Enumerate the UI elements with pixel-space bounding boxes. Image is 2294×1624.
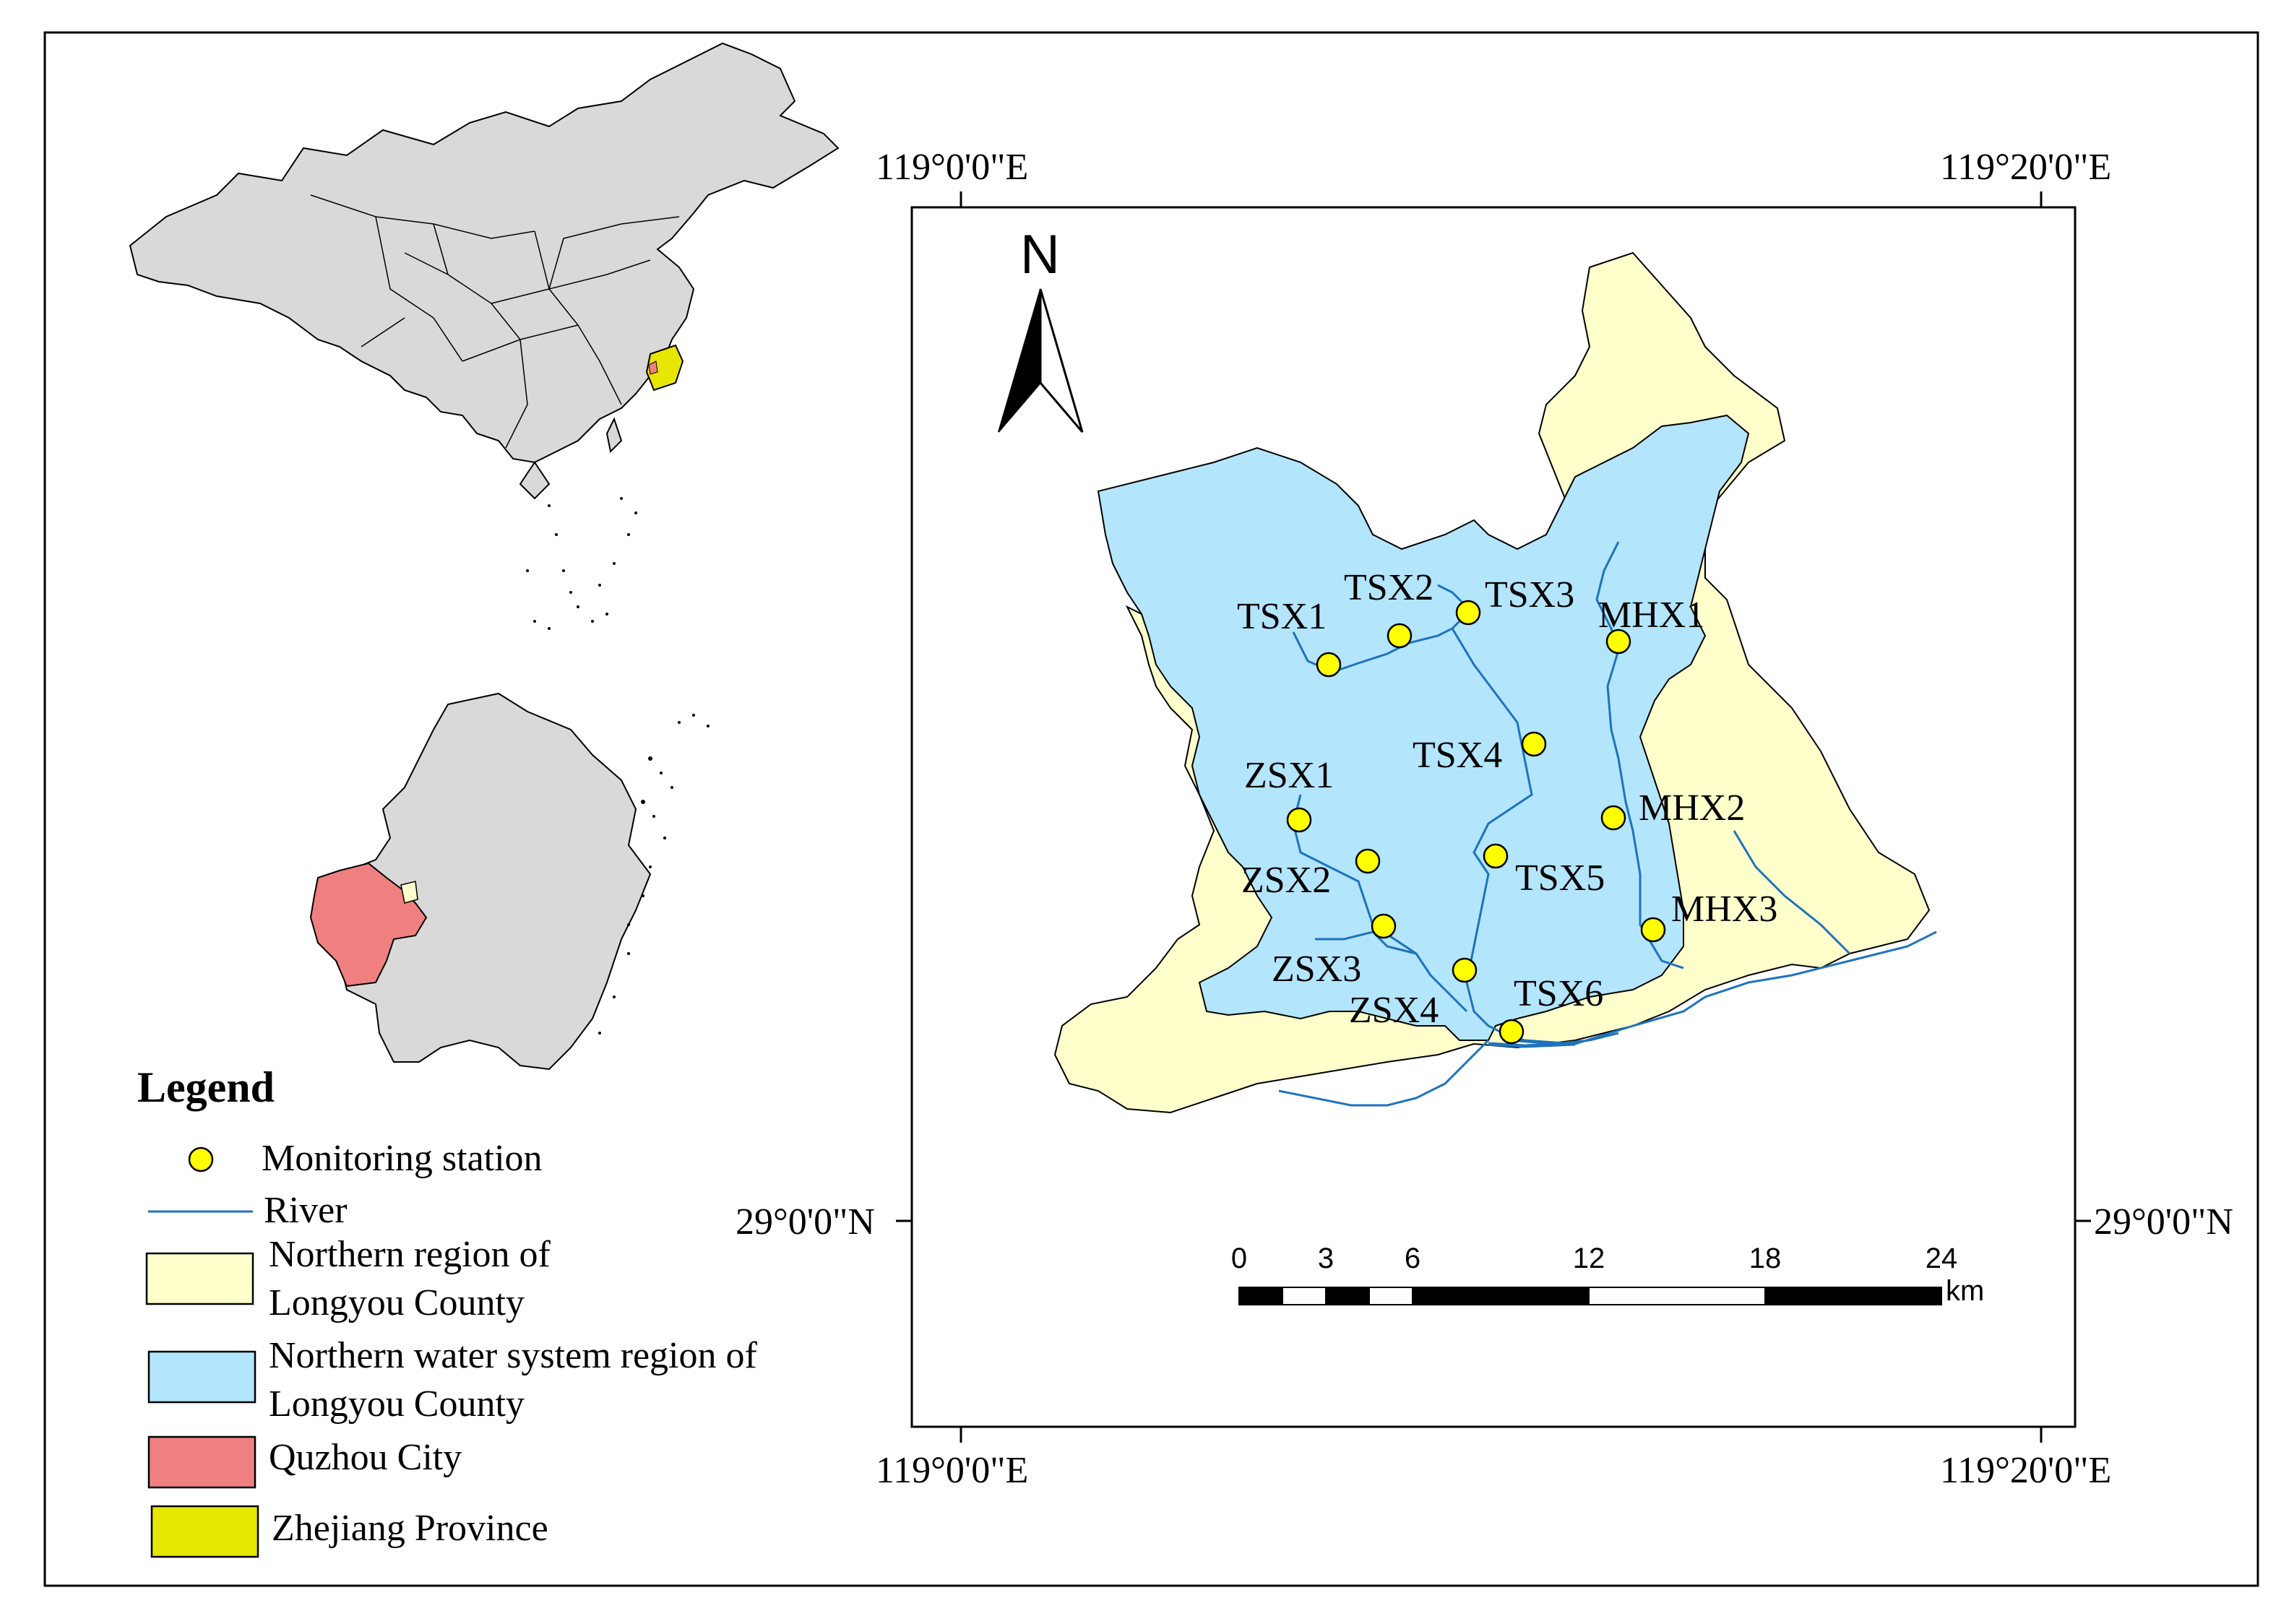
station-label: ZSX4 (1349, 990, 1439, 1031)
legend-water-system-label-1: Northern water system region of (269, 1335, 757, 1376)
scale-segment (1326, 1287, 1369, 1305)
water-system-area (1097, 414, 1750, 1041)
scale-segment (1588, 1287, 1766, 1305)
station-marker (1521, 731, 1547, 757)
station-marker (1483, 843, 1509, 869)
station-label: TSX4 (1413, 735, 1502, 776)
station-label: ZSX2 (1241, 860, 1331, 901)
station-mhx1: MHX1 (1598, 595, 1704, 655)
main-map: 119°0'0"E 119°20'0"E 119°0'0"E 119°20'0"… (736, 147, 2233, 1491)
scale-tick-label: 3 (1318, 1243, 1334, 1274)
station-tsx3: TSX3 (1455, 574, 1574, 626)
scale-tick-label: 12 (1573, 1243, 1605, 1274)
station-label: ZSX1 (1244, 755, 1334, 796)
legend-zhejiang-swatch (150, 1505, 259, 1558)
north-arrow-right-half (1039, 288, 1084, 433)
station-label: TSX3 (1485, 574, 1574, 616)
scale-tick-label: 0 (1231, 1243, 1247, 1274)
station-tsx5: TSX5 (1483, 843, 1605, 899)
china-outline (129, 42, 840, 464)
scale-unit: km (1946, 1275, 1984, 1307)
legend-northern-region-label-2: Longyou County (269, 1282, 525, 1323)
station-tsx6: TSX6 (1499, 973, 1603, 1045)
scale-outline (1238, 1287, 1942, 1305)
station-zsx3: ZSX3 (1272, 913, 1397, 990)
legend-station-label: Monitoring station (262, 1138, 543, 1179)
legend-water-system-label-2: Longyou County (269, 1383, 525, 1425)
station-marker (1355, 848, 1381, 874)
station-label: TSX6 (1514, 973, 1603, 1014)
legend-title: Legend (137, 1063, 275, 1111)
quzhou-city (309, 862, 428, 988)
scale-segment (1282, 1287, 1327, 1305)
coord-label-bottom-right: 119°20'0"E (1940, 1450, 2111, 1491)
scale-segment (1765, 1287, 1941, 1305)
station-zsx4: ZSX4 (1349, 957, 1478, 1031)
coord-label-top-right: 119°20'0"E (1940, 147, 2111, 188)
longyou-highlight (400, 881, 418, 904)
scale-tick-label: 18 (1749, 1243, 1782, 1274)
legend-quzhou-swatch (147, 1435, 256, 1489)
station-label: MHX1 (1598, 595, 1704, 636)
legend-river-label: River (264, 1190, 348, 1231)
quzhou-highlight-small (648, 360, 658, 375)
scale-bar: 0 3 6 12 18 24 km (1231, 1243, 1984, 1307)
legend-station-symbol (188, 1146, 214, 1172)
coord-label-top-left: 119°0'0"E (876, 147, 1028, 188)
station-label: TSX1 (1237, 596, 1327, 637)
station-marker (1316, 652, 1342, 678)
station-marker (1371, 913, 1397, 939)
monitoring-stations: TSX1 TSX2 TSX3 MHX1 TSX4 ZSX1 (1237, 567, 1777, 1045)
legend-northern-region-label-1: Northern region of (269, 1234, 551, 1275)
station-marker (1286, 807, 1312, 833)
station-label: TSX5 (1515, 858, 1605, 899)
station-tsx2: TSX2 (1344, 567, 1433, 649)
station-label: ZSX3 (1272, 949, 1361, 990)
station-marker (1499, 1019, 1525, 1045)
china-inset-map (129, 42, 840, 630)
station-label: MHX2 (1639, 787, 1745, 829)
hainan-island (519, 461, 551, 500)
coord-label-right-lat: 29°0'0"N (2094, 1201, 2233, 1243)
legend-water-system-swatch (147, 1350, 256, 1404)
station-zsx2: ZSX2 (1241, 848, 1381, 901)
coord-label-left-lat: 29°0'0"N (736, 1201, 875, 1243)
province-boundaries (310, 194, 680, 449)
station-label: MHX3 (1671, 889, 1777, 930)
station-mhx3: MHX3 (1640, 889, 1777, 943)
scale-segment (1413, 1287, 1589, 1305)
legend-northern-region-swatch (145, 1252, 254, 1305)
station-marker (1387, 623, 1413, 649)
legend-zhejiang-label: Zhejiang Province (272, 1508, 548, 1549)
main-river-mouth (1488, 1042, 1576, 1048)
north-arrow: N (998, 224, 1084, 433)
station-mhx2: MHX2 (1600, 787, 1745, 831)
station-tsx4: TSX4 (1413, 731, 1547, 776)
station-marker (1600, 805, 1626, 831)
legend-quzhou-label: Quzhou City (269, 1437, 462, 1478)
zhejiang-highlight (645, 344, 684, 392)
scale-segment (1239, 1287, 1282, 1305)
taiwan-island (605, 417, 623, 454)
coord-label-bottom-left: 119°0'0"E (876, 1450, 1028, 1491)
scale-tick-label: 6 (1405, 1243, 1420, 1274)
north-label: N (1020, 224, 1060, 285)
station-marker (1452, 957, 1478, 983)
coordinate-ticks (896, 191, 2091, 1443)
station-marker (1640, 917, 1666, 943)
scale-segment (1368, 1287, 1413, 1305)
station-marker (1605, 629, 1631, 655)
station-label: TSX2 (1344, 567, 1433, 608)
zhejiang-inset-map (309, 692, 710, 1071)
station-zsx1: ZSX1 (1244, 755, 1334, 833)
zhejiang-outline (317, 692, 652, 1071)
south-sea-islands (526, 497, 637, 630)
station-tsx1: TSX1 (1237, 596, 1342, 678)
outer-frame (43, 31, 2259, 1587)
zhejiang-islands (598, 714, 710, 1035)
scale-tick-label: 24 (1926, 1243, 1958, 1274)
legend: Legend Monitoring station River Northern… (137, 1063, 757, 1558)
station-marker (1455, 600, 1481, 626)
